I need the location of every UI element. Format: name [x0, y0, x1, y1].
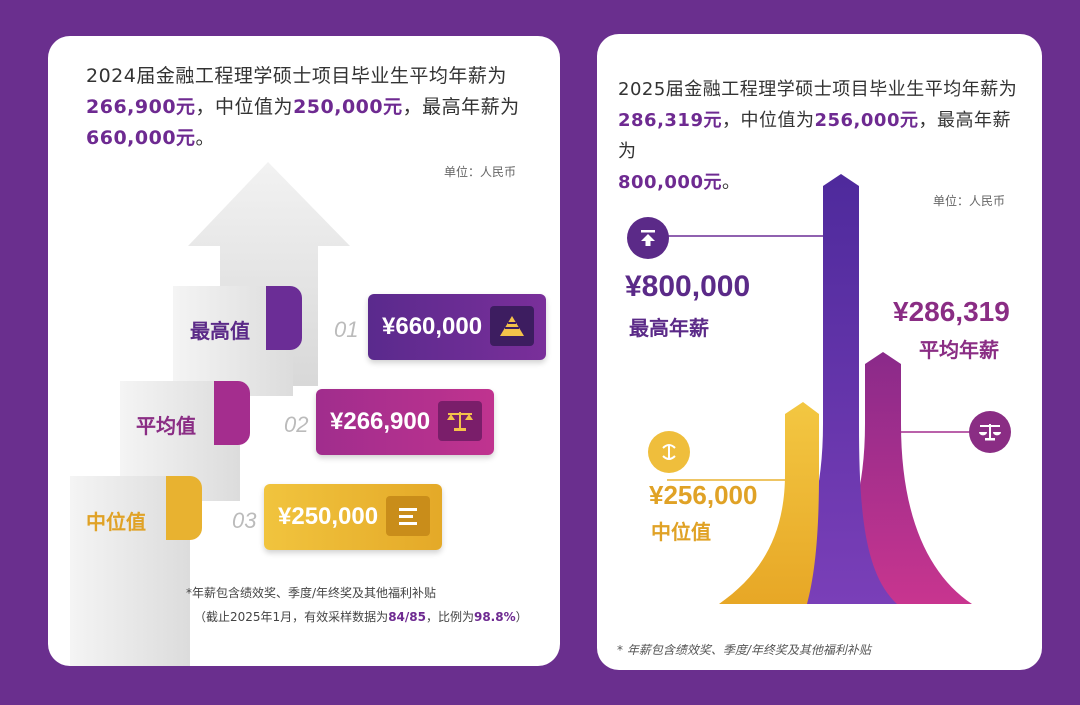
max-salary: 660,000元 [86, 127, 196, 149]
avg-salary: 266,900元 [86, 96, 196, 118]
footnote-line-2: （截止2025年1月，有效采样数据为84/85，比例为98.8%） [194, 608, 528, 625]
value-pill-max: ¥660,000 [368, 294, 546, 360]
unit-label: 单位：人民币 [933, 194, 1006, 208]
footnote-text: ，比例为 [425, 610, 474, 624]
left-card: 2024届金融工程理学硕士项目毕业生平均年薪为 266,900元，中位值为250… [48, 36, 560, 666]
value-pill-avg: ¥266,900 [316, 389, 494, 455]
median-value: ¥250,000 [278, 503, 379, 530]
median-salary-label: 中位值 [651, 520, 711, 544]
row-number-03: 03 [232, 508, 257, 533]
intro-line: 2025届金融工程理学硕士项目毕业生平均年薪为 [618, 79, 1018, 100]
max-value: ¥660,000 [382, 313, 483, 340]
intro-text: 。 [721, 172, 741, 193]
intro-text: ，最高年薪为 [618, 110, 1011, 162]
row-label-median: 中位值 [86, 510, 146, 534]
row-label-avg: 平均值 [136, 414, 196, 438]
avg-salary-label: 平均年薪 [919, 338, 999, 362]
arrow-up-icon [627, 217, 669, 259]
median-salary-value: ¥256,000 [649, 480, 758, 510]
avg-salary: 286,319元 [618, 110, 722, 131]
row-number-02: 02 [284, 412, 309, 437]
intro-text: 。 [195, 127, 216, 149]
median-icon [648, 431, 690, 473]
steps-graphic [70, 286, 302, 666]
salary-spikes-graphic [657, 174, 972, 604]
bars-icon [386, 496, 430, 536]
intro-line: 2024届金融工程理学硕士项目毕业生平均年薪为 [86, 65, 507, 87]
intro-text: ，中位值为 [721, 110, 815, 131]
row-label-max: 最高值 [190, 319, 250, 343]
unit-label: 单位：人民币 [444, 165, 517, 179]
intro-text: ，最高年薪为 [402, 96, 520, 118]
sample-ratio: 84/85 [388, 610, 426, 624]
max-salary: 800,000元 [618, 172, 722, 193]
footnote-text: ） [515, 610, 528, 624]
median-salary: 256,000元 [814, 110, 919, 131]
footnote: * 年薪包含绩效奖、季度/年终奖及其他福利补贴 [617, 643, 871, 657]
row-number-01: 01 [334, 317, 359, 342]
scale-icon [969, 411, 1011, 453]
sample-percent: 98.8% [473, 610, 516, 624]
right-intro: 2025届金融工程理学硕士项目毕业生平均年薪为 286,319元，中位值为256… [618, 74, 1028, 198]
value-pill-median: ¥250,000 [264, 484, 442, 550]
max-salary-value: ¥800,000 [625, 270, 751, 303]
footnote-line-1: *年薪包含绩效奖、季度/年终奖及其他福利补贴 [186, 586, 437, 600]
intro-text: ，中位值为 [195, 96, 294, 118]
scale-icon [438, 401, 482, 441]
median-salary: 250,000元 [293, 96, 403, 118]
footnote-text: （截止2025年1月，有效采样数据为 [194, 610, 389, 624]
left-intro: 2024届金融工程理学硕士项目毕业生平均年薪为 266,900元，中位值为250… [86, 61, 546, 154]
pyramid-icon [490, 306, 534, 346]
max-salary-label: 最高年薪 [629, 316, 709, 340]
right-card: 2025届金融工程理学硕士项目毕业生平均年薪为 286,319元，中位值为256… [597, 34, 1042, 670]
avg-salary-value: ¥286,319 [893, 296, 1010, 327]
avg-value: ¥266,900 [330, 408, 431, 435]
